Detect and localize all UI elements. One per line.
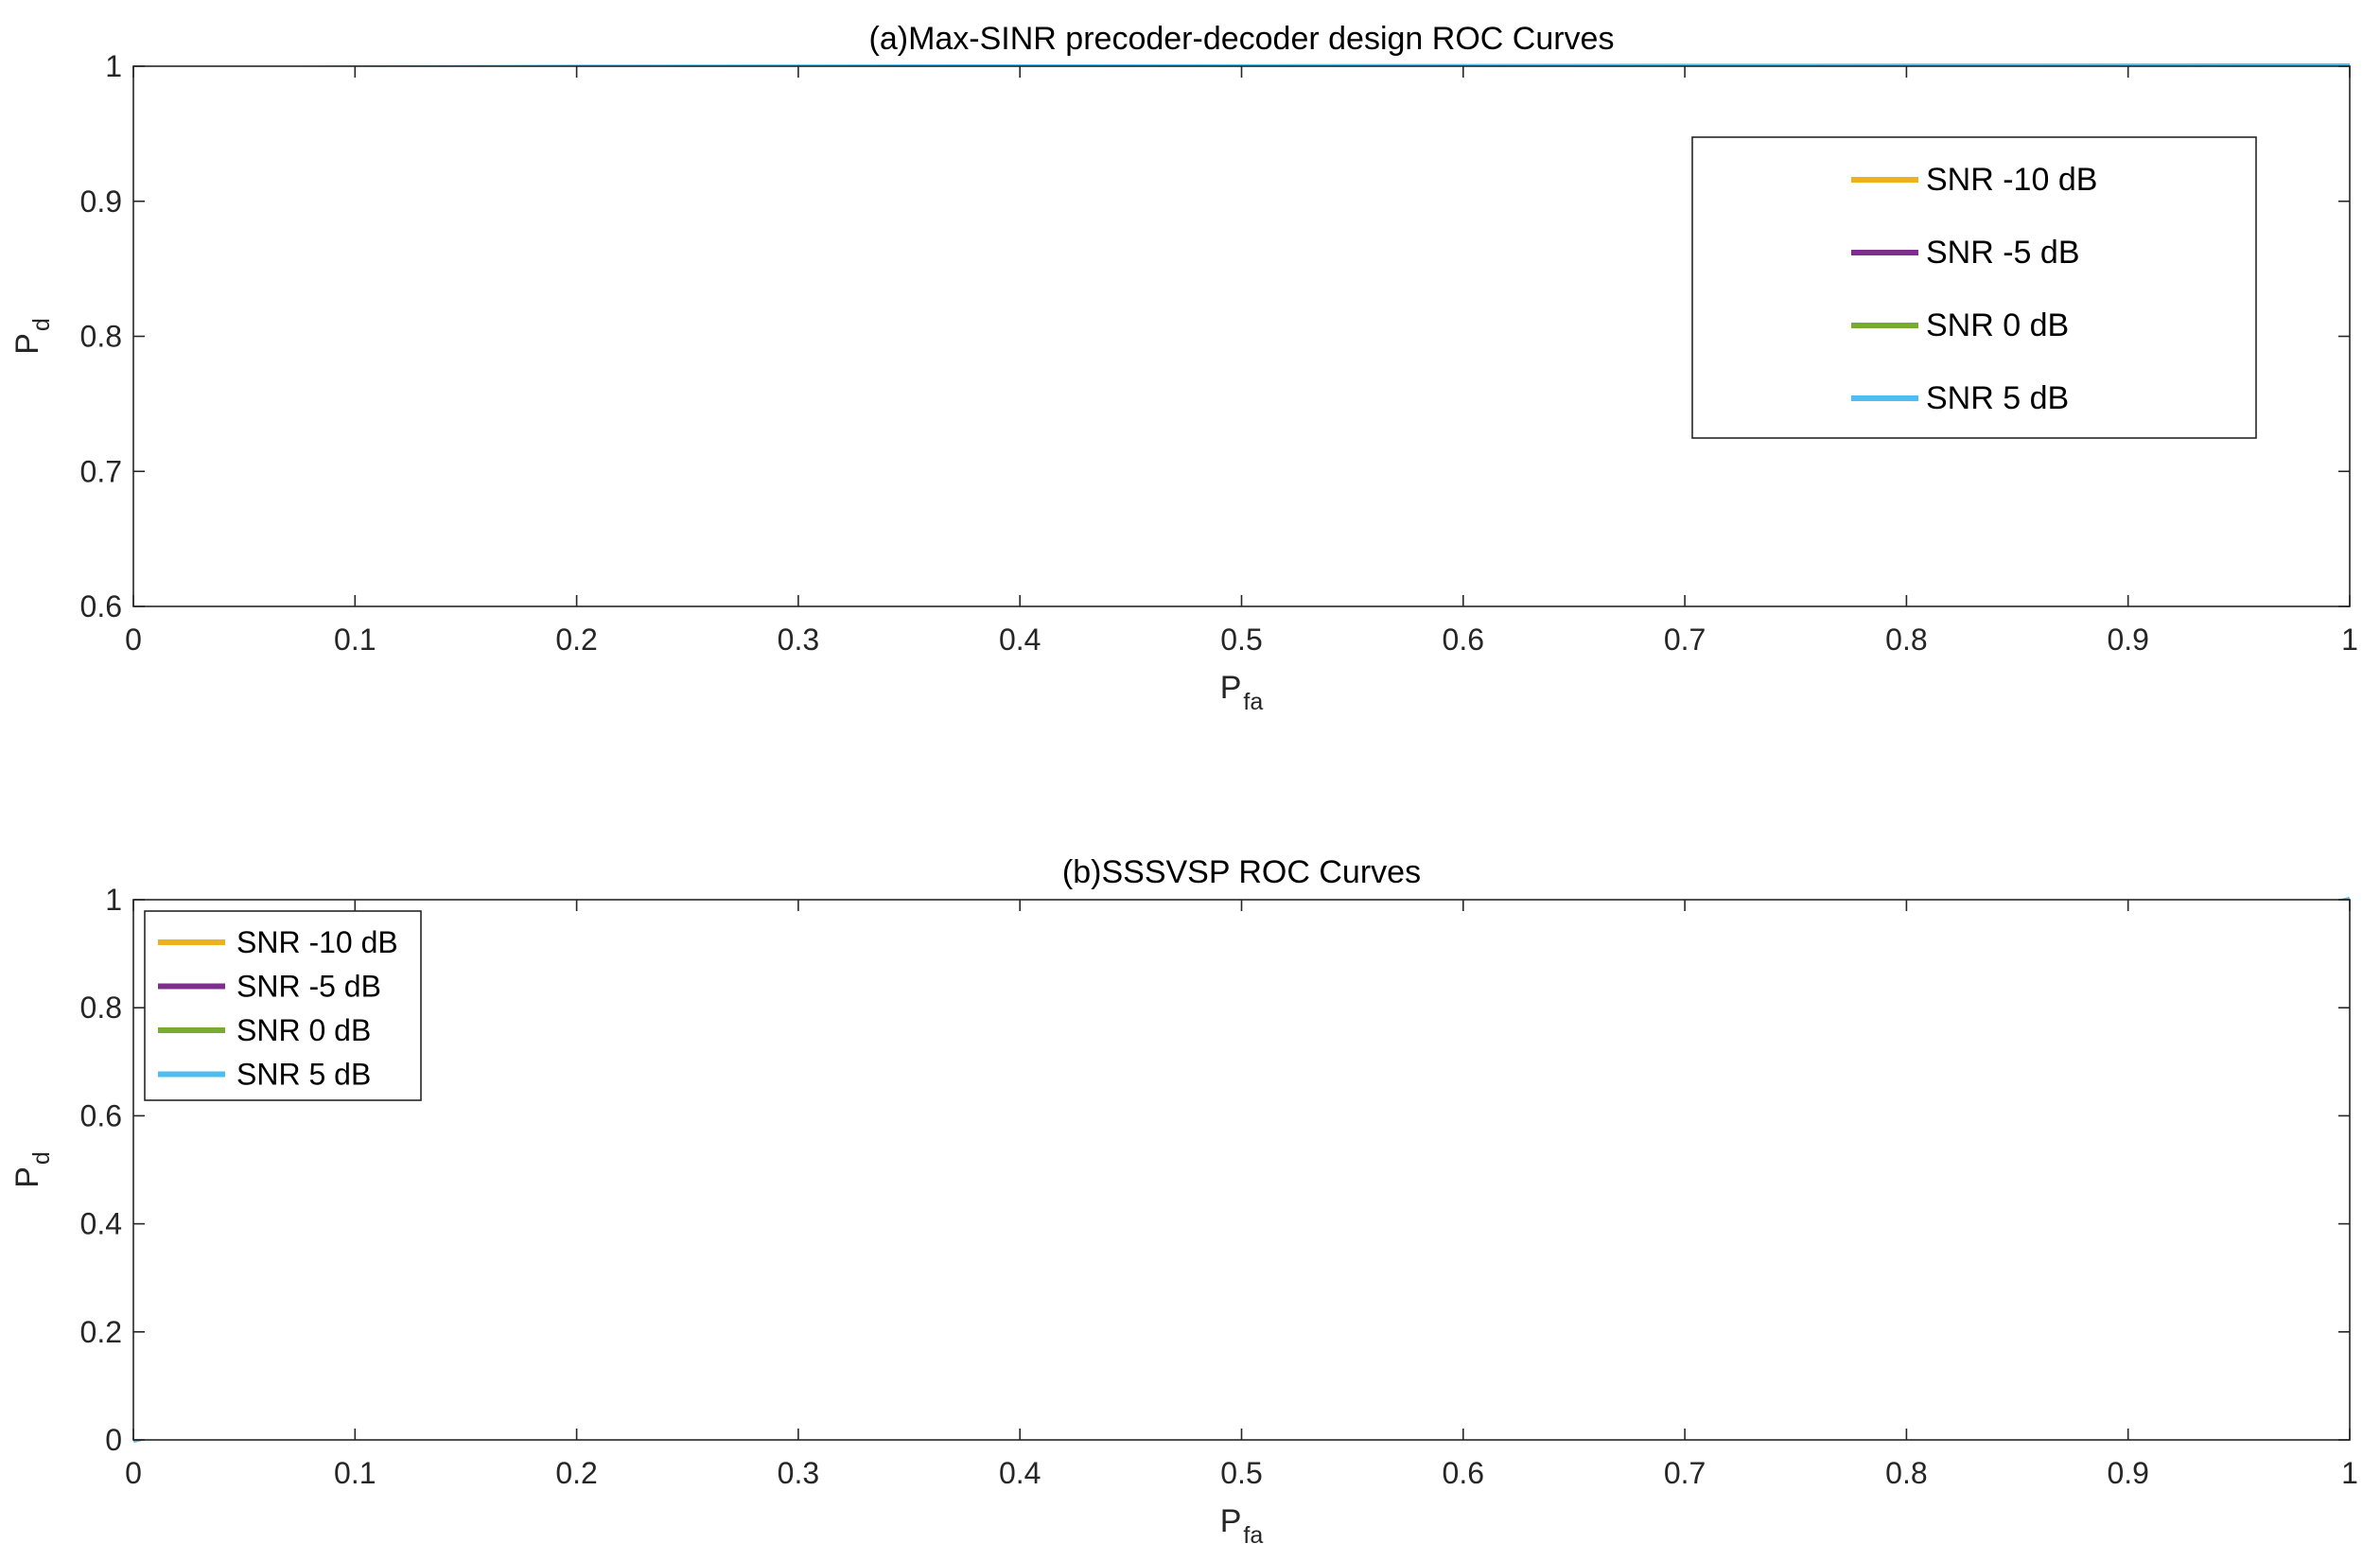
legend: SNR -10 dB SNR -5 dB SNR 0 dB SNR 5 dB	[144, 910, 422, 1101]
legend-label-snr-5-db: SNR -5 dB	[1926, 235, 2080, 271]
x-tick-label: 0.7	[1664, 623, 1706, 657]
x-tick-label: 0.2	[555, 1456, 597, 1490]
axes-box	[132, 899, 2351, 1441]
x-tick-label: 0.7	[1664, 1456, 1706, 1490]
x-axis-label-main: P	[1220, 670, 1242, 706]
y-tick-label: 1	[105, 883, 122, 917]
legend-label-snr-0-db: SNR 0 dB	[236, 1013, 371, 1047]
x-axis-label-subscript: fa	[1243, 689, 1263, 715]
x-axis-label-subscript: fa	[1243, 1522, 1263, 1549]
y-tick-label: 0.6	[80, 589, 122, 623]
y-tick-label: 0.8	[80, 320, 122, 354]
chart-b: 0 0.1 0.2 0.3 0.4 0.5 0.6 0.7 0.8 0.9 1 0 0.2 0.4 0.6 0…	[9, 854, 2358, 1549]
x-tick-label: 0.6	[1443, 623, 1484, 657]
x-axis-label: Pfa	[1220, 1503, 1264, 1549]
legend-label-snr-0-db: SNR 0 dB	[1926, 307, 2069, 343]
x-tick-label: 0.1	[334, 623, 376, 657]
y-axis-label-main: P	[9, 333, 45, 355]
chart-a: 0 0.1 0.2 0.3 0.4 0.5 0.6 0.7 0.8 0.9 1 0.6 0.7 0.8 0.…	[9, 21, 2358, 715]
x-tick-label: 0.5	[1220, 1456, 1262, 1490]
legend-label-snr-5-db: SNR -5 dB	[236, 970, 381, 1004]
x-tick-label: 0.8	[1885, 623, 1927, 657]
legend-label-snr-10-db: SNR -10 dB	[1926, 162, 2097, 198]
x-tick-label: 0.4	[999, 1456, 1041, 1490]
y-axis-label-subscript: d	[28, 1151, 55, 1165]
y-axis-label: Pd	[9, 318, 55, 355]
y-tick-label: 0.2	[80, 1315, 122, 1349]
x-tick-label: 1	[2341, 623, 2358, 657]
y-axis-label-main: P	[9, 1166, 45, 1188]
x-tick-label: 1	[2341, 1456, 2358, 1490]
x-tick-label: 0.1	[334, 1456, 376, 1490]
x-tick-label: 0.2	[555, 623, 597, 657]
chart-title: (b)SSSVSP ROC Curves	[1062, 854, 1421, 890]
y-tick-label: 0	[105, 1423, 122, 1457]
y-tick-label: 0.7	[80, 454, 122, 488]
legend-box	[1691, 136, 2257, 439]
legend-label-snr-5-db: SNR 5 dB	[236, 1058, 371, 1092]
y-tick-label: 0.4	[80, 1207, 122, 1241]
y-axis-label: Pd	[9, 1151, 55, 1188]
x-tick-label: 0	[125, 623, 142, 657]
y-tick-label: 0.6	[80, 1098, 122, 1132]
y-axis-label-subscript: d	[28, 318, 55, 331]
y-tick-label: 0.8	[80, 991, 122, 1025]
x-axis-label-main: P	[1220, 1503, 1242, 1539]
x-tick-label: 0.9	[2107, 623, 2148, 657]
y-tick-label: 1	[105, 49, 122, 83]
legend: SNR -10 dB SNR -5 dB SNR 0 dB SNR 5 dB	[1691, 136, 2257, 439]
x-tick-label: 0	[125, 1456, 142, 1490]
chart-title: (a)Max-SINR precoder-decoder design ROC …	[869, 21, 1615, 57]
x-tick-label: 0.3	[778, 623, 819, 657]
x-tick-label: 0.6	[1443, 1456, 1484, 1490]
legend-label-snr-10-db: SNR -10 dB	[236, 925, 398, 959]
legend-label-snr-5-db: SNR 5 dB	[1926, 380, 2069, 416]
x-tick-label: 0.3	[778, 1456, 819, 1490]
x-axis-label: Pfa	[1220, 670, 1264, 715]
x-tick-label: 0.4	[999, 623, 1041, 657]
x-tick-label: 0.8	[1885, 1456, 1927, 1490]
x-tick-label: 0.9	[2107, 1456, 2148, 1490]
y-tick-label: 0.9	[80, 184, 122, 219]
x-tick-label: 0.5	[1220, 623, 1262, 657]
